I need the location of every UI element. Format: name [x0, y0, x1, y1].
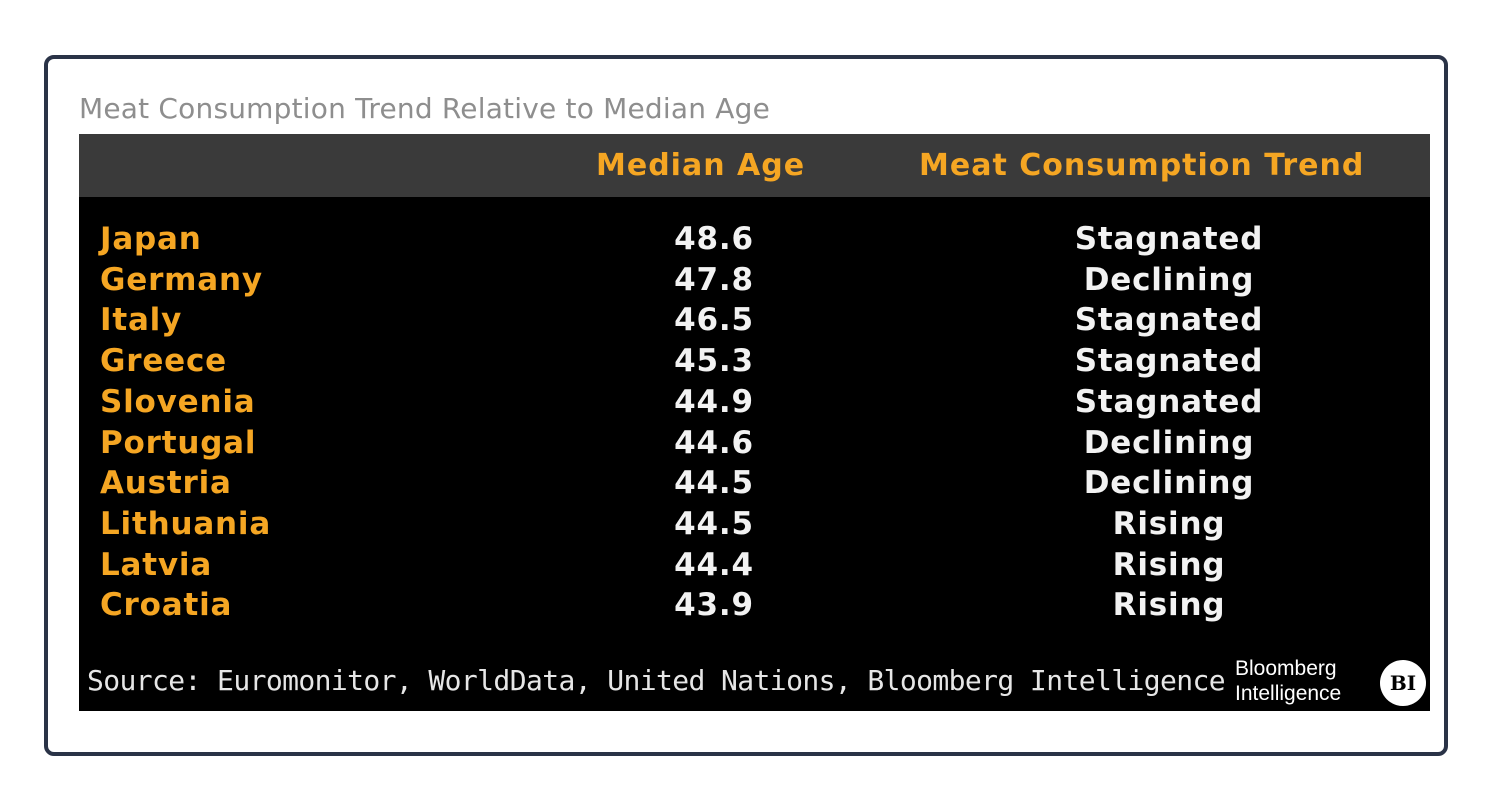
column-header-median-age: Median Age [596, 148, 806, 183]
table-row: Austria 44.5 Declining [79, 463, 1430, 503]
median-age-value: 44.6 [674, 424, 754, 461]
table-row: Croatia 43.9 Rising [79, 585, 1430, 625]
table-header: Median Age Meat Consumption Trend [79, 134, 1430, 197]
table-row: Lithuania 44.5 Rising [79, 504, 1430, 544]
meat-consumption-trend-value: Rising [1112, 587, 1226, 624]
source-note: Source: Euromonitor, WorldData, United N… [87, 664, 1226, 697]
table-row: Greece 45.3 Stagnated [79, 341, 1430, 381]
country-label: Croatia [100, 587, 233, 624]
meat-consumption-trend-value: Stagnated [1074, 383, 1264, 420]
meat-consumption-trend-value: Declining [1083, 465, 1255, 502]
country-label: Latvia [100, 546, 213, 583]
country-label: Greece [100, 343, 227, 380]
table-row: Slovenia 44.9 Stagnated [79, 382, 1430, 422]
median-age-value: 46.5 [674, 302, 754, 339]
meat-consumption-trend-value: Stagnated [1074, 343, 1264, 380]
bi-logo-icon: BI [1380, 660, 1426, 706]
meat-consumption-trend-value: Declining [1083, 261, 1255, 298]
median-age-value: 48.6 [674, 221, 754, 257]
chart-title: Meat Consumption Trend Relative to Media… [79, 92, 771, 125]
country-label: Portugal [100, 424, 257, 461]
meat-consumption-trend-value: Declining [1083, 424, 1255, 461]
bloomberg-intelligence-wordmark: Bloomberg Intelligence [1235, 656, 1341, 706]
meat-consumption-trend-value: Rising [1112, 505, 1226, 542]
meat-consumption-trend-value: Stagnated [1074, 302, 1264, 339]
table-row: Latvia 44.4 Rising [79, 545, 1430, 585]
table-row: Italy 46.5 Stagnated [79, 300, 1430, 340]
median-age-value: 44.5 [674, 465, 754, 502]
country-label: Italy [100, 302, 183, 339]
table-row: Portugal 44.6 Declining [79, 423, 1430, 463]
table-row: Germany 47.8 Declining [79, 260, 1430, 300]
country-label: Austria [100, 465, 232, 502]
country-label: Lithuania [100, 505, 272, 542]
meat-consumption-trend-value: Stagnated [1074, 221, 1264, 257]
median-age-value: 47.8 [674, 261, 754, 298]
country-label: Germany [100, 261, 263, 298]
brand-line-2: Intelligence [1235, 682, 1342, 705]
table-row: Japan 48.6 Stagnated [79, 219, 1430, 259]
column-header-meat-consumption-trend: Meat Consumption Trend [919, 148, 1365, 183]
country-label: Japan [100, 221, 202, 257]
median-age-value: 43.9 [674, 587, 754, 624]
median-age-value: 45.3 [674, 343, 754, 380]
median-age-value: 44.4 [674, 546, 754, 583]
median-age-value: 44.9 [674, 383, 754, 420]
brand-line-1: Bloomberg [1235, 657, 1337, 680]
data-table-panel: Median Age Meat Consumption Trend Japan 4… [79, 134, 1430, 711]
country-label: Slovenia [100, 383, 256, 420]
meat-consumption-trend-value: Rising [1112, 546, 1226, 583]
median-age-value: 44.5 [674, 505, 754, 542]
